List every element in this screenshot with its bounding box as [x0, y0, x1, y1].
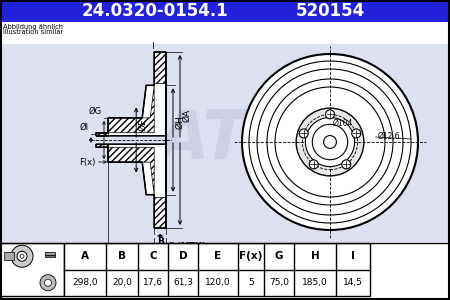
Text: 24.0320-0154.1: 24.0320-0154.1: [81, 2, 228, 20]
Text: ØG: ØG: [89, 107, 102, 116]
Text: ØH: ØH: [175, 115, 184, 129]
Text: ØI: ØI: [80, 123, 89, 132]
Text: 5: 5: [248, 278, 254, 287]
Circle shape: [45, 279, 51, 286]
Circle shape: [342, 160, 351, 169]
Text: Abbildung ähnlich: Abbildung ähnlich: [3, 24, 63, 30]
Circle shape: [296, 108, 364, 176]
Bar: [64, 243, 370, 296]
Text: ATE: ATE: [157, 107, 293, 173]
Text: D: D: [133, 257, 141, 266]
Circle shape: [352, 129, 361, 138]
Text: F(x): F(x): [79, 158, 95, 166]
Text: 75,0: 75,0: [269, 278, 289, 287]
Circle shape: [299, 129, 308, 138]
Circle shape: [17, 251, 27, 261]
Text: Illustration similar: Illustration similar: [3, 29, 63, 35]
Text: B: B: [157, 237, 163, 246]
Text: 520154: 520154: [295, 2, 364, 20]
Bar: [0, 0, 450, 22]
Bar: [0, 243, 64, 296]
Text: F(x): F(x): [239, 251, 263, 261]
Circle shape: [11, 245, 33, 267]
Text: ØE: ØE: [138, 119, 147, 131]
Text: A: A: [81, 251, 89, 261]
Text: C: C: [149, 251, 157, 261]
Text: Ø104: Ø104: [333, 119, 353, 128]
Bar: [0, 44, 450, 242]
Circle shape: [20, 254, 24, 258]
Text: ØA: ØA: [182, 108, 191, 122]
Text: D: D: [179, 251, 187, 261]
Circle shape: [242, 54, 418, 230]
Text: 298,0: 298,0: [72, 278, 98, 287]
Circle shape: [312, 124, 348, 160]
Text: Ø12,6: Ø12,6: [378, 133, 400, 142]
Text: 61,3: 61,3: [173, 278, 193, 287]
Circle shape: [306, 117, 355, 167]
Text: I: I: [351, 251, 355, 261]
Text: B: B: [118, 251, 126, 261]
Circle shape: [40, 275, 56, 291]
Circle shape: [325, 110, 334, 119]
Text: G: G: [275, 251, 283, 261]
Bar: [45, 255, 55, 257]
Text: 120,0: 120,0: [205, 278, 231, 287]
Circle shape: [309, 160, 318, 169]
Bar: [4, 252, 14, 260]
Text: 17,6: 17,6: [143, 278, 163, 287]
Circle shape: [324, 136, 337, 148]
Text: 185,0: 185,0: [302, 278, 328, 287]
Polygon shape: [96, 52, 166, 228]
Text: 14,5: 14,5: [343, 278, 363, 287]
Text: C (MTH): C (MTH): [168, 242, 206, 250]
Text: H: H: [310, 251, 320, 261]
Text: 20,0: 20,0: [112, 278, 132, 287]
Text: E: E: [215, 251, 221, 261]
Bar: [45, 252, 55, 255]
